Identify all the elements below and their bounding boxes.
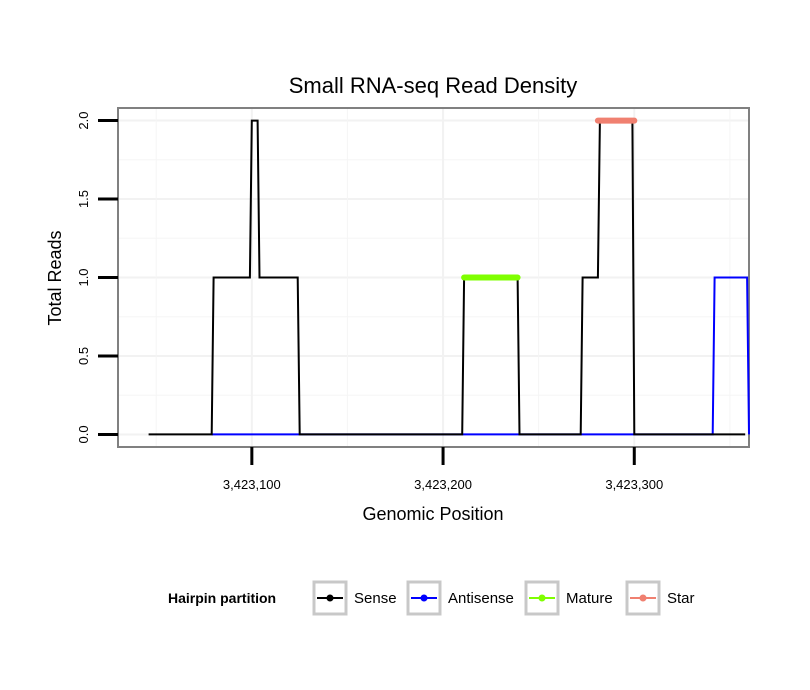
legend-item-antisense: Antisense — [406, 580, 514, 616]
legend-key-box — [524, 580, 560, 616]
legend-key-point — [326, 594, 334, 602]
y-axis-title: Total Reads — [45, 230, 65, 325]
series-group — [148, 117, 750, 436]
legend-key-point — [538, 594, 546, 602]
x-axis: 3,423,100 3,423,200 3,423,300 — [223, 447, 663, 492]
legend-item-mature: Mature — [524, 580, 613, 616]
chart-title: Small RNA-seq Read Density — [289, 73, 578, 98]
legend-item-star: Star — [625, 580, 695, 616]
legend-key-point — [420, 594, 428, 602]
y-tick-label: 2.0 — [76, 112, 91, 130]
legend-key-point — [639, 594, 647, 602]
legend-label: Star — [667, 590, 695, 607]
y-tick-label: 1.5 — [76, 190, 91, 208]
x-tick-label: 3,423,100 — [223, 477, 281, 492]
y-axis: 0.0 0.5 1.0 1.5 2.0 — [76, 112, 118, 443]
legend-item-sense: Sense — [312, 580, 397, 616]
y-tick-label: 0.5 — [76, 347, 91, 365]
legend: Hairpin partition Sense Antisense Mature St… — [168, 580, 695, 616]
x-axis-title: Genomic Position — [362, 504, 503, 524]
legend-title: Hairpin partition — [168, 590, 276, 606]
x-tick-label: 3,423,200 — [414, 477, 472, 492]
x-tick-label: 3,423,300 — [605, 477, 663, 492]
y-tick-label: 1.0 — [76, 268, 91, 286]
y-tick-label: 0.0 — [76, 425, 91, 443]
legend-label: Sense — [354, 590, 397, 607]
legend-label: Mature — [566, 590, 613, 607]
legend-label: Antisense — [448, 590, 514, 607]
